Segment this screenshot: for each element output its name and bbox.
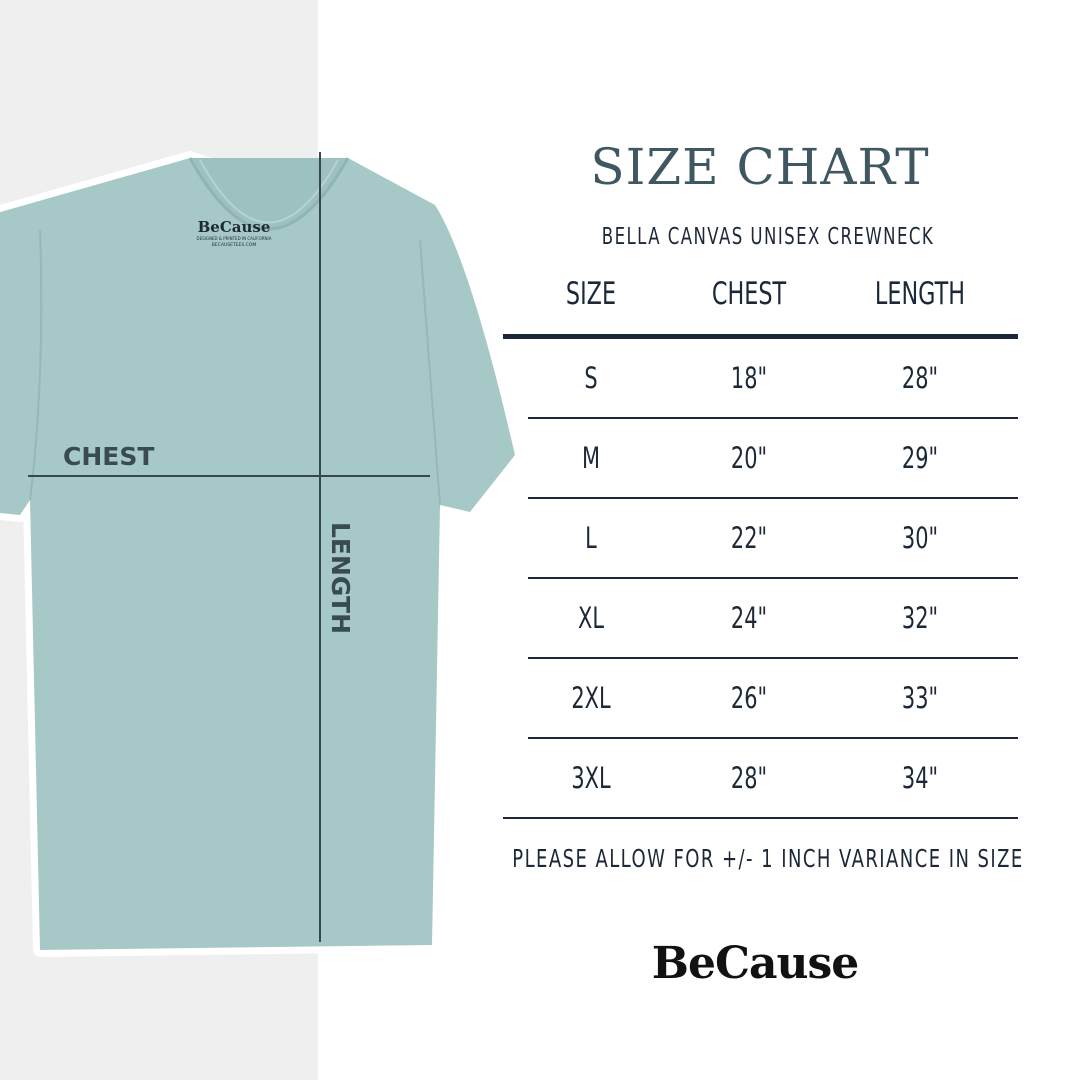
cell-chest: 26" — [730, 681, 768, 715]
cell-length: 29" — [901, 441, 939, 475]
cell-length: 28" — [901, 361, 939, 395]
cell-length: 34" — [901, 761, 939, 795]
cell-size: S — [584, 361, 598, 395]
cell-chest: 20" — [730, 441, 768, 475]
cell-size: M — [581, 441, 601, 475]
header-divider — [503, 334, 1018, 339]
brand-logo: BeCause — [651, 938, 859, 989]
shirt-label-brand: BeCause — [198, 218, 271, 236]
shirt-label-line1: DESIGNED & PRINTED IN CALIFORNIA — [197, 236, 272, 241]
row-divider — [528, 577, 1018, 579]
chart-subtitle: BELLA CANVAS UNISEX CREWNECK — [601, 224, 935, 250]
row-divider — [528, 657, 1018, 659]
row-divider — [528, 737, 1018, 739]
cell-chest: 24" — [730, 601, 768, 635]
header-length: LENGTH — [874, 276, 966, 312]
row-divider — [528, 417, 1018, 419]
cell-size: L — [585, 521, 597, 555]
length-label: LENGTH — [326, 522, 355, 634]
header-chest: CHEST — [711, 276, 787, 312]
cell-chest: 22" — [730, 521, 768, 555]
tshirt-image: BeCause DESIGNED & PRINTED IN CALIFORNIA… — [0, 151, 522, 957]
header-size: SIZE — [565, 276, 617, 312]
row-divider — [528, 497, 1018, 499]
cell-size: 2XL — [571, 681, 611, 715]
chart-title: SIZE CHART — [590, 138, 930, 196]
variance-note: PLEASE ALLOW FOR +/- 1 INCH VARIANCE IN … — [512, 844, 1024, 873]
cell-chest: 28" — [730, 761, 768, 795]
cell-size: XL — [578, 601, 604, 635]
cell-length: 30" — [901, 521, 939, 555]
chest-label: CHEST — [63, 442, 155, 471]
shirt-label-line2: BECAUSETEES.COM — [212, 242, 257, 248]
cell-chest: 18" — [730, 361, 768, 395]
row-divider — [503, 817, 1018, 819]
cell-length: 33" — [901, 681, 939, 715]
cell-size: 3XL — [571, 761, 611, 795]
cell-length: 32" — [901, 601, 939, 635]
